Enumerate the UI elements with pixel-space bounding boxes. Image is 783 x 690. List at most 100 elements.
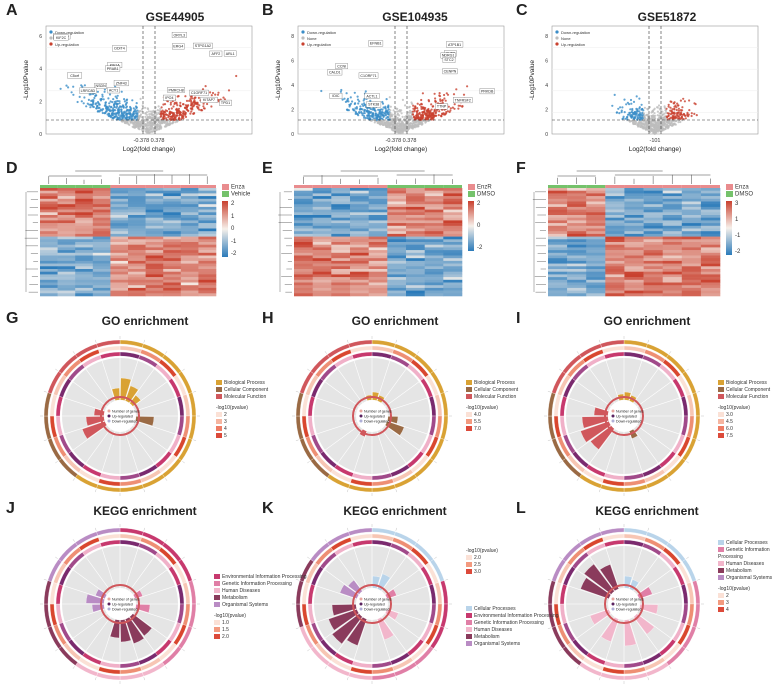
heatmap-cell (567, 293, 587, 297)
heatmap-cell (350, 217, 369, 221)
volcano-point (444, 99, 447, 102)
heatmap-cell (180, 228, 199, 232)
heatmap-cell (548, 231, 568, 235)
heatmap-cell (294, 223, 313, 227)
heatmap-cell (57, 274, 76, 278)
heatmap-cell (567, 236, 587, 240)
heatmap-cell (145, 217, 164, 221)
heatmap-cell (145, 188, 164, 191)
volcano-point (159, 115, 162, 118)
heatmap-cell (387, 188, 407, 191)
kegg-legend-j: Environmental Information Processing Gen… (214, 574, 307, 641)
gene-label: C1ORF71 (191, 91, 207, 95)
gene-ring-segment (559, 396, 568, 417)
heatmap-cell (548, 204, 568, 208)
volcano-point (411, 113, 415, 116)
volcano-point (104, 103, 107, 106)
heatmap-cell (350, 258, 369, 262)
heatmap-cell (40, 285, 58, 289)
pvalue-ring-segment (350, 533, 373, 542)
volcano-point (636, 122, 639, 125)
volcano-point (373, 121, 376, 124)
legend-category: Human Diseases (474, 627, 513, 633)
gene-label: STK38 (368, 103, 379, 107)
heatmap-cell (643, 223, 663, 227)
heatmap-cell (424, 220, 444, 224)
center-legend-label: Up-regulated (112, 414, 133, 418)
heatmap-cell (180, 190, 199, 194)
volcano-point (677, 104, 680, 107)
panel-letter-i: I (516, 310, 521, 327)
heatmap-cell (294, 228, 313, 232)
volcano-point (89, 93, 92, 96)
heatmap-cell (624, 266, 644, 270)
heatmap-cell (350, 263, 369, 267)
volcano-point (201, 88, 205, 91)
heatmap-cell (75, 193, 94, 197)
ring-tick (434, 461, 437, 464)
heatmap-cell (548, 255, 568, 259)
heatmap-cell (40, 293, 58, 297)
heatmap-cell (110, 266, 129, 270)
y-tick-label: 6 (545, 59, 548, 65)
heatmap-cell (163, 201, 182, 205)
volcano-point (204, 85, 207, 88)
gene-ring-segment (559, 584, 568, 605)
heatmap-cell (294, 206, 313, 210)
heatmap-cell (350, 282, 369, 286)
heatmap-cell (312, 282, 332, 286)
pvalue-ring-segment (602, 345, 625, 354)
scale-tick: 6.0 (726, 426, 733, 432)
volcano-point (394, 128, 397, 131)
heatmap-cell (110, 231, 129, 235)
volcano-point (396, 122, 399, 125)
heatmap-cell (57, 255, 76, 259)
heatmap-cell (128, 198, 146, 202)
heatmap-cell (548, 247, 568, 251)
heatmap-cell (406, 279, 425, 283)
volcano-point (429, 118, 432, 121)
gene-label: ACY1 (109, 89, 118, 93)
heatmap-cell (180, 269, 199, 272)
heatmap-cell (443, 212, 463, 216)
heatmap-cell (331, 279, 351, 283)
heatmap-cell (567, 250, 587, 254)
heatmap-cell (75, 252, 94, 256)
heatmap-cell (180, 223, 199, 227)
heatmap-cell (605, 252, 625, 256)
heatmap-cell (128, 206, 146, 210)
volcano-point (94, 94, 97, 97)
volcano-point (638, 106, 641, 109)
heatmap-cell (110, 225, 129, 229)
heatmap-cell (110, 247, 129, 251)
volcano-point (178, 114, 181, 117)
volcano-point (339, 90, 342, 93)
gene-label: CALD1 (329, 71, 341, 75)
volcano-point (389, 113, 392, 116)
group-annotation-cell (368, 185, 388, 188)
heatmap-cell (548, 285, 568, 289)
volcano-point (96, 104, 99, 107)
heatmap-cell (145, 260, 164, 264)
volcano-point (431, 113, 434, 116)
gene-ring-segment (680, 415, 689, 436)
heatmap-cell (75, 290, 94, 294)
volcano-point (138, 110, 141, 113)
heatmap-cell (406, 287, 425, 291)
heatmap-cell (643, 209, 663, 213)
center-ring (100, 396, 140, 436)
volcano-point (163, 119, 166, 122)
heatmap-cell (662, 231, 683, 235)
center-legend-label: Up-regulated (616, 414, 637, 418)
heatmap-cell (424, 277, 444, 281)
heatmap-cell (443, 285, 463, 289)
heatmap-cell (548, 290, 568, 294)
volcano-point (169, 103, 172, 106)
heatmap-cell (624, 228, 644, 232)
volcano-point (105, 105, 108, 108)
heatmap-cell (548, 217, 568, 221)
y-tick-label: 6 (291, 59, 294, 65)
heatmap-cell (145, 206, 164, 210)
heatmap-cell (57, 212, 76, 216)
legend-category: Metabolism (726, 568, 752, 574)
